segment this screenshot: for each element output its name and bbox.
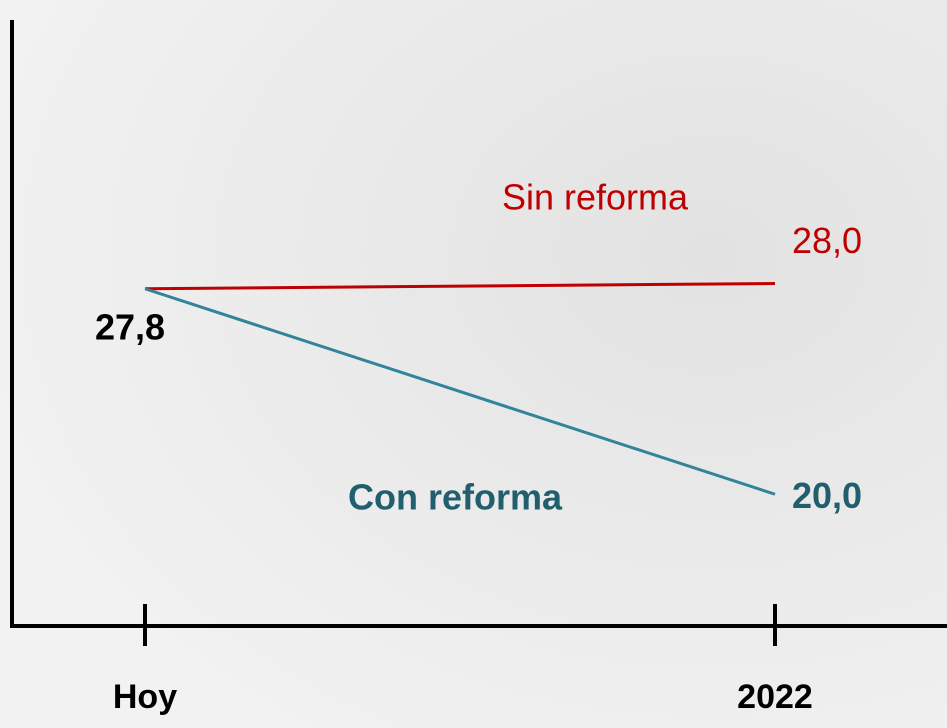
- series-line: [144, 287, 776, 496]
- value-label: 28,0: [792, 220, 862, 261]
- value-label: 20,0: [792, 475, 862, 516]
- value-label: 27,8: [95, 307, 165, 348]
- x-tick-label: Hoy: [113, 678, 177, 716]
- x-tick-label: 2022: [737, 678, 813, 716]
- series-name: Con reforma: [348, 477, 563, 518]
- series-name: Sin reforma: [502, 177, 689, 218]
- series-line: [144, 281, 776, 291]
